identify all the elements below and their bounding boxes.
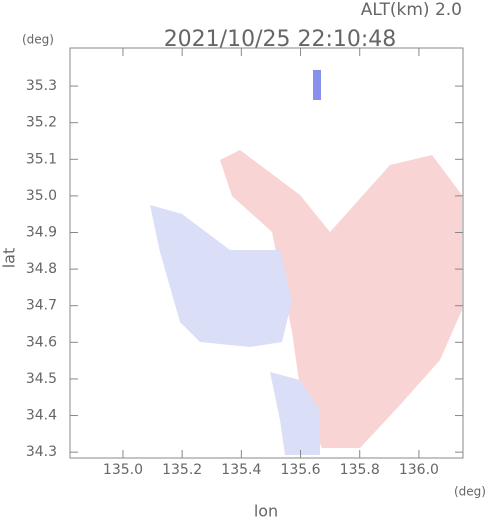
x-tick-label: 135.6: [280, 462, 320, 478]
y-tick-label: 34.8: [26, 261, 57, 277]
negative-region: [270, 372, 320, 455]
y-tick-label: 34.4: [26, 408, 57, 424]
y-unit: (deg): [22, 33, 54, 47]
x-axis-label: lon: [254, 502, 278, 521]
y-tick-label: 34.9: [26, 225, 57, 241]
y-tick-label: 35.1: [26, 151, 57, 167]
y-tick-label: 35.0: [26, 188, 57, 204]
plot-frame: [69, 47, 464, 459]
negative-region: [150, 205, 292, 347]
y-tick-label: 34.3: [26, 444, 57, 460]
echo-blob: [313, 70, 321, 100]
x-tick-label: 135.8: [340, 462, 380, 478]
y-axis-label: lat: [0, 248, 19, 269]
y-tick-label: 35.2: [26, 115, 57, 131]
velocity-field: [150, 70, 462, 455]
y-tick-label: 34.6: [26, 334, 57, 350]
y-tick-label: 35.3: [26, 78, 57, 94]
subtitle: ALT(km) 2.0: [361, 0, 462, 20]
positive-region: [220, 150, 462, 448]
x-tick-label: 135.0: [103, 462, 143, 478]
x-tick-label: 135.4: [221, 462, 261, 478]
y-tick-label: 34.7: [26, 298, 57, 314]
y-tick-label: 34.5: [26, 371, 57, 387]
x-tick-label: 136.0: [399, 462, 439, 478]
x-tick-label: 135.2: [162, 462, 202, 478]
x-unit: (deg): [454, 485, 486, 499]
